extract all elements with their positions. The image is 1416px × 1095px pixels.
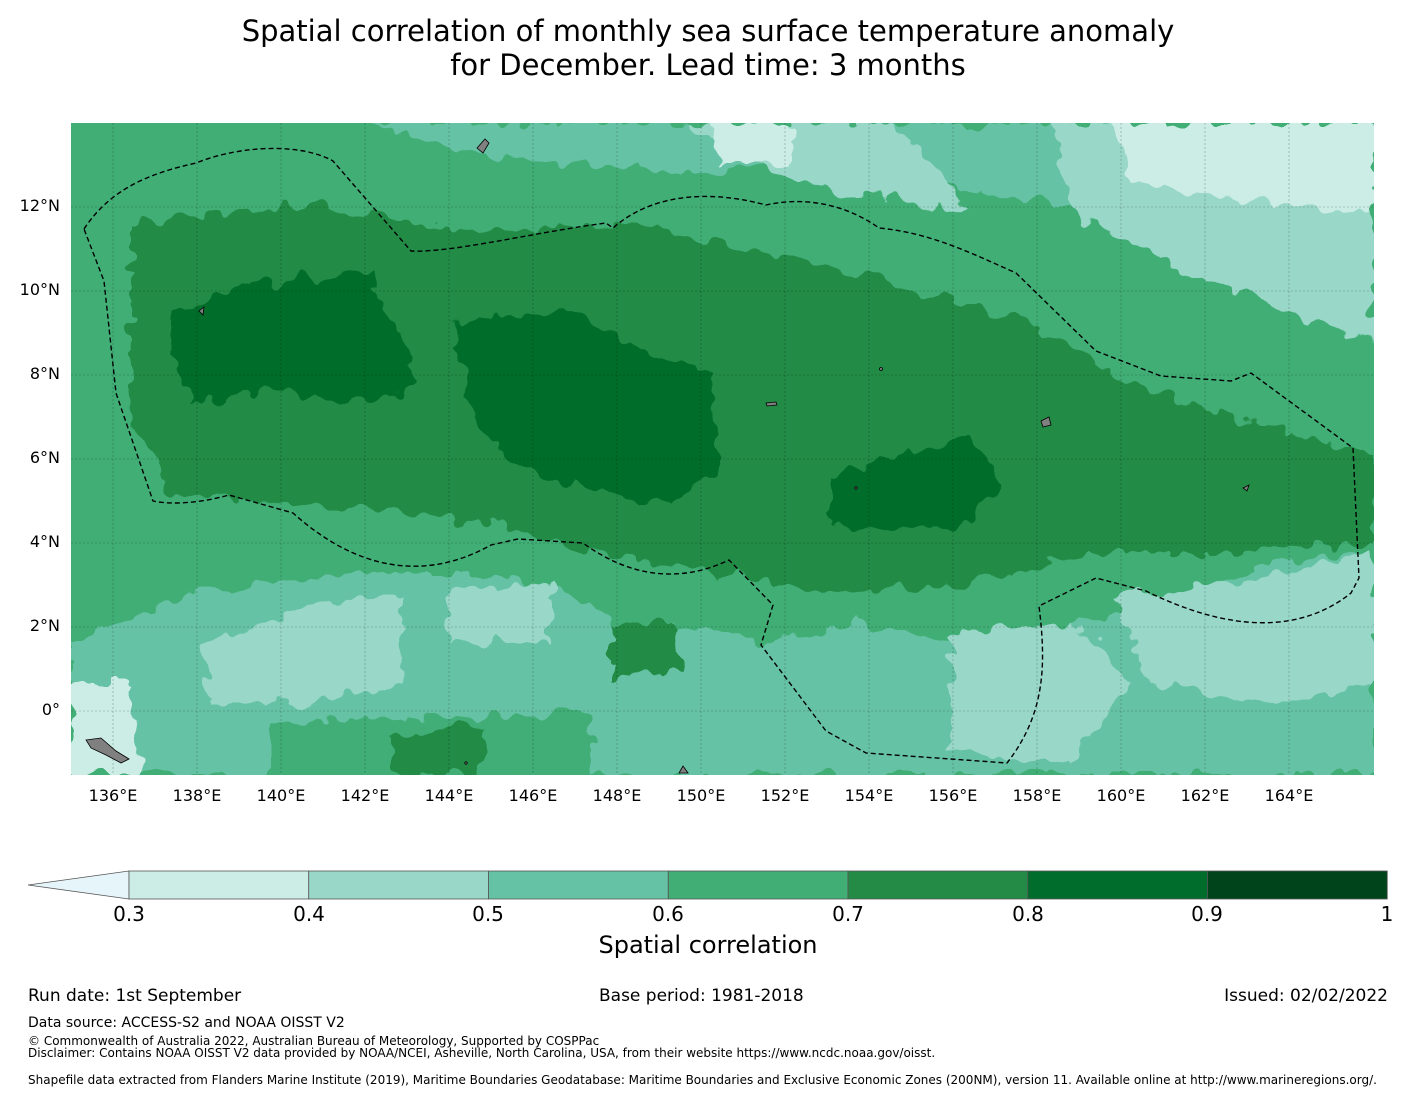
field-patch-south [611, 623, 681, 683]
title-line-1: Spatial correlation of monthly sea surfa… [241, 14, 1175, 48]
field-core-central [451, 313, 721, 503]
lon-label-148e: 148°E [592, 786, 642, 805]
title-line-2: for December. Lead time: 3 months [450, 48, 966, 82]
island-small-2 [854, 486, 858, 490]
lat-label-0: 0° [41, 700, 60, 719]
field-band-0-7 [131, 203, 1374, 593]
colorbar-segment [488, 870, 669, 900]
colorbar-segment [1027, 870, 1208, 900]
correlation-map [71, 123, 1374, 775]
island-chuuk [765, 401, 778, 407]
colorbar-tick-0-5: 0.5 [472, 902, 504, 926]
lon-label-150e: 150°E [676, 786, 726, 805]
lon-label-152e: 152°E [760, 786, 810, 805]
colorbar-tick-0-9: 0.9 [1191, 902, 1223, 926]
island-pohnpei [1040, 416, 1052, 428]
lon-label-164e: 164°E [1264, 786, 1314, 805]
colorbar-segment [667, 870, 849, 900]
island-south [678, 765, 689, 774]
field-zone-ne-light [1111, 123, 1374, 213]
island-yap [198, 306, 205, 316]
colorbar-segment [128, 870, 310, 900]
field-patch-sw [391, 723, 481, 775]
land [85, 138, 1250, 774]
colorbar-segment [847, 870, 1029, 900]
field-core-west [171, 273, 421, 403]
lat-label-8n: 8°N [29, 364, 60, 383]
island-small-1 [879, 367, 883, 371]
data-source: Data source: ACCESS-S2 and NOAA OISST V2 [28, 1015, 345, 1031]
lat-label-6n: 6°N [29, 448, 60, 467]
colorbar-segment [1207, 870, 1388, 900]
disclaimer: Disclaimer: Contains NOAA OISST V2 data … [28, 1046, 936, 1060]
shapefile-credit: Shapefile data extracted from Flanders M… [28, 1073, 1377, 1087]
colorbar-tick-0-7: 0.7 [832, 902, 864, 926]
colorbar-tick-0-6: 0.6 [652, 902, 684, 926]
colorbar-tick-0-4: 0.4 [293, 902, 325, 926]
colorbar-tick-1: 1 [1380, 902, 1394, 926]
lon-label-162e: 162°E [1180, 786, 1230, 805]
eez-boundaries [83, 147, 1360, 764]
colorbar-tick-0-3: 0.3 [113, 902, 145, 926]
lat-label-4n: 4°N [29, 532, 60, 551]
colorbar-segment [308, 870, 489, 900]
lon-label-154e: 154°E [844, 786, 894, 805]
lon-label-138e: 138°E [172, 786, 222, 805]
run-date: Run date: 1st September [28, 986, 242, 1006]
lat-label-2n: 2°N [29, 616, 60, 635]
lon-label-158e: 158°E [1012, 786, 1062, 805]
colorbar [28, 870, 1388, 900]
lon-label-140e: 140°E [256, 786, 306, 805]
copyright: © Commonwealth of Australia 2022, Austra… [28, 1034, 600, 1048]
lat-label-12n: 12°N [19, 196, 60, 215]
field-core-east [831, 433, 1001, 533]
chart-title: Spatial correlation of monthly sea surfa… [0, 14, 1416, 82]
lon-label-160e: 160°E [1096, 786, 1146, 805]
field-zone-s-light [441, 583, 551, 643]
base-period: Base period: 1981-2018 [599, 986, 804, 1006]
lon-label-156e: 156°E [928, 786, 978, 805]
field-zone-sw-corner [71, 683, 141, 775]
island-kosrae [1242, 484, 1250, 492]
colorbar-extend-min [28, 870, 130, 900]
colorbar-label: Spatial correlation [598, 931, 818, 959]
field-zone-north-lightest [711, 123, 791, 163]
map-svg [71, 123, 1374, 775]
field-zone-se-light [951, 623, 1131, 763]
lon-label-136e: 136°E [88, 786, 138, 805]
field-zone-sw-light [201, 593, 401, 703]
lon-label-142e: 142°E [340, 786, 390, 805]
lon-label-144e: 144°E [424, 786, 474, 805]
colorbar-segments [28, 870, 1388, 900]
field-zone-far-se-light [1111, 553, 1374, 703]
eez-boundary-line [83, 147, 1360, 764]
colorbar-tick-0-8: 0.8 [1012, 902, 1044, 926]
island-new-guinea-coast [85, 737, 130, 764]
island-guam [476, 138, 490, 154]
lat-label-10n: 10°N [19, 280, 60, 299]
lon-label-146e: 146°E [508, 786, 558, 805]
issued-date: Issued: 02/02/2022 [1224, 986, 1388, 1006]
island-small-3 [464, 761, 468, 765]
